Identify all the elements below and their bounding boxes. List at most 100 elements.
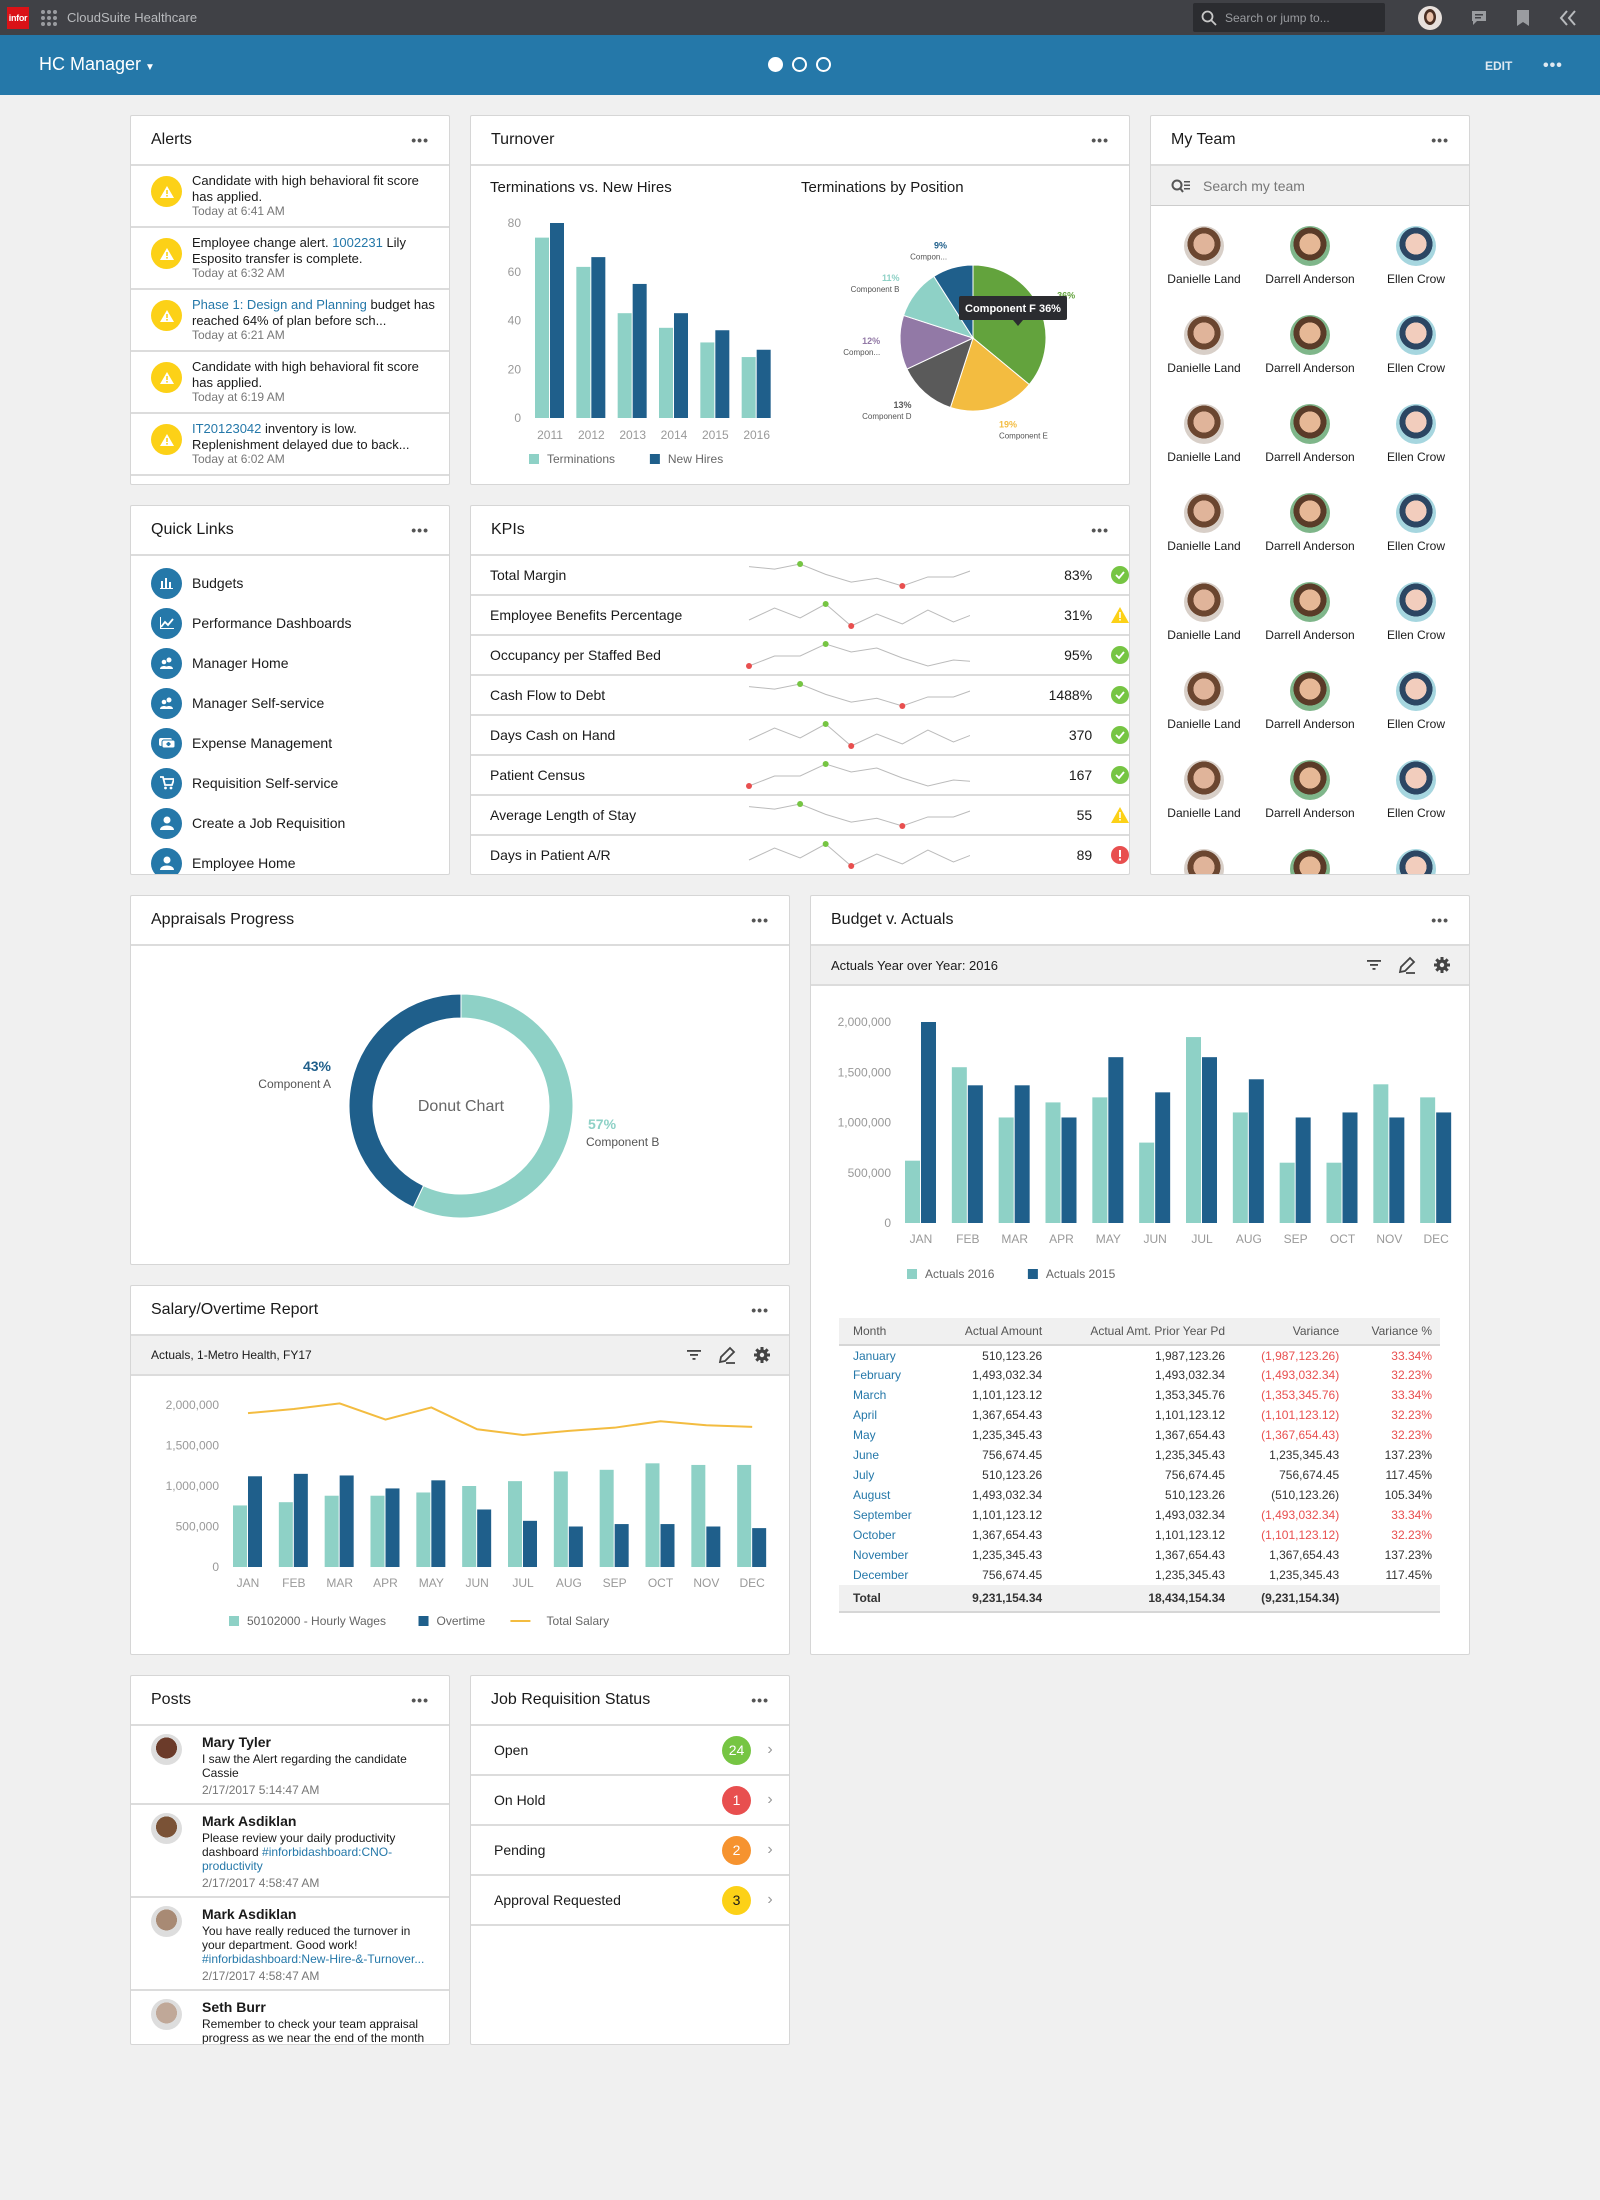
- quick-link-item[interactable]: Manager Self-service: [131, 683, 449, 723]
- quick-link-item[interactable]: Create a Job Requisition: [131, 803, 449, 843]
- chevron-right-icon[interactable]: ›: [767, 1891, 773, 1908]
- alert-item[interactable]: Phase 1: Design and Planning budget has …: [131, 290, 449, 352]
- month-link[interactable]: August: [853, 1488, 891, 1502]
- column-header[interactable]: Month: [839, 1318, 937, 1346]
- team-member[interactable]: Darrell Anderson: [1257, 582, 1363, 671]
- team-member[interactable]: Danielle Land: [1151, 760, 1257, 849]
- post-item[interactable]: Seth Burr Remember to check your team app…: [131, 1991, 449, 2044]
- team-member[interactable]: [1363, 849, 1469, 874]
- kpi-row[interactable]: Employee Benefits Percentage 31%: [471, 596, 1129, 636]
- post-item[interactable]: Mark Asdiklan Please review your daily pr…: [131, 1805, 449, 1898]
- job-req-row[interactable]: Open 24 ›: [471, 1726, 789, 1776]
- month-link[interactable]: March: [853, 1388, 887, 1402]
- more-icon[interactable]: •••: [411, 132, 429, 148]
- team-member[interactable]: Ellen Crow: [1363, 760, 1469, 849]
- settings-icon[interactable]: [753, 1346, 771, 1364]
- user-avatar[interactable]: [1418, 6, 1442, 30]
- column-header[interactable]: Variance: [1233, 1318, 1348, 1346]
- alert-link[interactable]: Phase 1: Design and Planning: [192, 297, 367, 312]
- more-icon[interactable]: •••: [411, 522, 429, 538]
- kpi-row[interactable]: Patient Census 167: [471, 756, 1129, 796]
- month-link[interactable]: October: [853, 1528, 896, 1542]
- month-link[interactable]: July: [853, 1468, 875, 1482]
- more-icon[interactable]: •••: [751, 1302, 769, 1318]
- alert-item[interactable]: Candidate with high behavioral fit score…: [131, 166, 449, 228]
- more-icon[interactable]: •••: [1431, 132, 1449, 148]
- post-link[interactable]: #inforbidashboard:New-Hire-&-Turnover...: [202, 1952, 425, 1966]
- post-item[interactable]: Mark Asdiklan You have really reduced the…: [131, 1898, 449, 1991]
- more-icon[interactable]: •••: [411, 1692, 429, 1708]
- quick-link-item[interactable]: Employee Home: [131, 843, 449, 874]
- pager-dot-1[interactable]: [768, 57, 783, 72]
- post-author[interactable]: Mark Asdiklan: [202, 1906, 297, 1922]
- team-member[interactable]: Ellen Crow: [1363, 493, 1469, 582]
- chevron-right-icon[interactable]: ›: [767, 1791, 773, 1808]
- alert-item[interactable]: Employee change alert. 1002231 Lily Espo…: [131, 228, 449, 290]
- page-title-dropdown[interactable]: HC Manager ▼: [39, 54, 155, 75]
- month-link[interactable]: September: [853, 1508, 912, 1522]
- column-header[interactable]: Actual Amt. Prior Year Pd: [1050, 1318, 1234, 1346]
- filter-icon[interactable]: [687, 1349, 701, 1361]
- team-member[interactable]: Danielle Land: [1151, 404, 1257, 493]
- alert-item[interactable]: IT20123042 inventory is low. Replenishme…: [131, 414, 449, 476]
- team-member[interactable]: Darrell Anderson: [1257, 493, 1363, 582]
- post-author[interactable]: Mary Tyler: [202, 1734, 271, 1750]
- pager-dot-3[interactable]: [816, 57, 831, 72]
- edit-icon[interactable]: [1397, 955, 1417, 975]
- settings-icon[interactable]: [1433, 956, 1451, 974]
- post-author[interactable]: Mark Asdiklan: [202, 1813, 297, 1829]
- month-link[interactable]: November: [853, 1548, 909, 1562]
- alert-item[interactable]: Candidate with high behavioral fit score…: [131, 352, 449, 414]
- job-req-row[interactable]: Pending 2 ›: [471, 1826, 789, 1876]
- month-link[interactable]: January: [853, 1348, 896, 1363]
- pager-dot-2[interactable]: [792, 57, 807, 72]
- team-member[interactable]: Darrell Anderson: [1257, 315, 1363, 404]
- edit-button[interactable]: EDIT: [1485, 59, 1513, 73]
- column-header[interactable]: Variance %: [1347, 1318, 1440, 1346]
- kpi-row[interactable]: Total Margin 83%: [471, 556, 1129, 596]
- kpi-row[interactable]: Days in Patient A/R 89: [471, 836, 1129, 874]
- edit-icon[interactable]: [717, 1345, 737, 1365]
- chevron-right-icon[interactable]: ›: [767, 1841, 773, 1858]
- team-member[interactable]: Darrell Anderson: [1257, 226, 1363, 315]
- team-member[interactable]: Danielle Land: [1151, 582, 1257, 671]
- team-member[interactable]: Danielle Land: [1151, 315, 1257, 404]
- page-pager[interactable]: [768, 57, 831, 72]
- column-header[interactable]: Actual Amount: [936, 1318, 1051, 1346]
- alert-link[interactable]: IT20123042: [192, 421, 262, 436]
- header-more-icon[interactable]: •••: [1543, 57, 1563, 74]
- month-link[interactable]: February: [853, 1368, 902, 1382]
- team-member[interactable]: Ellen Crow: [1363, 671, 1469, 760]
- bookmark-icon[interactable]: [1511, 6, 1535, 30]
- post-item[interactable]: Mary Tyler I saw the Alert regarding the …: [131, 1726, 449, 1805]
- kpi-row[interactable]: Days Cash on Hand 370: [471, 716, 1129, 756]
- quick-link-item[interactable]: Expense Management: [131, 723, 449, 763]
- team-member[interactable]: Ellen Crow: [1363, 404, 1469, 493]
- quick-link-item[interactable]: Manager Home: [131, 643, 449, 683]
- team-member[interactable]: Danielle Land: [1151, 493, 1257, 582]
- chat-icon[interactable]: [1467, 6, 1491, 30]
- team-member[interactable]: Danielle Land: [1151, 226, 1257, 315]
- team-member[interactable]: [1151, 849, 1257, 874]
- infor-logo[interactable]: infor: [7, 6, 29, 29]
- team-member[interactable]: Ellen Crow: [1363, 582, 1469, 671]
- month-link[interactable]: December: [853, 1568, 909, 1582]
- job-req-row[interactable]: On Hold 1 ›: [471, 1776, 789, 1826]
- team-member[interactable]: Darrell Anderson: [1257, 404, 1363, 493]
- team-member[interactable]: Darrell Anderson: [1257, 760, 1363, 849]
- filter-icon[interactable]: [1367, 959, 1381, 971]
- month-link[interactable]: June: [853, 1448, 880, 1462]
- global-search-input[interactable]: Search or jump to...: [1193, 3, 1385, 32]
- apps-grid-icon[interactable]: [41, 9, 57, 26]
- alert-link[interactable]: 1002231: [332, 235, 383, 250]
- job-req-row[interactable]: Approval Requested 3 ›: [471, 1876, 789, 1926]
- more-icon[interactable]: •••: [751, 912, 769, 928]
- quick-link-item[interactable]: Budgets: [131, 563, 449, 603]
- team-search-input[interactable]: Search my team: [1151, 166, 1469, 206]
- more-icon[interactable]: •••: [1091, 522, 1109, 538]
- kpi-row[interactable]: Cash Flow to Debt 1488%: [471, 676, 1129, 716]
- team-member[interactable]: Ellen Crow: [1363, 226, 1469, 315]
- team-member[interactable]: Danielle Land: [1151, 671, 1257, 760]
- kpi-row[interactable]: Occupancy per Staffed Bed 95%: [471, 636, 1129, 676]
- more-icon[interactable]: •••: [751, 1692, 769, 1708]
